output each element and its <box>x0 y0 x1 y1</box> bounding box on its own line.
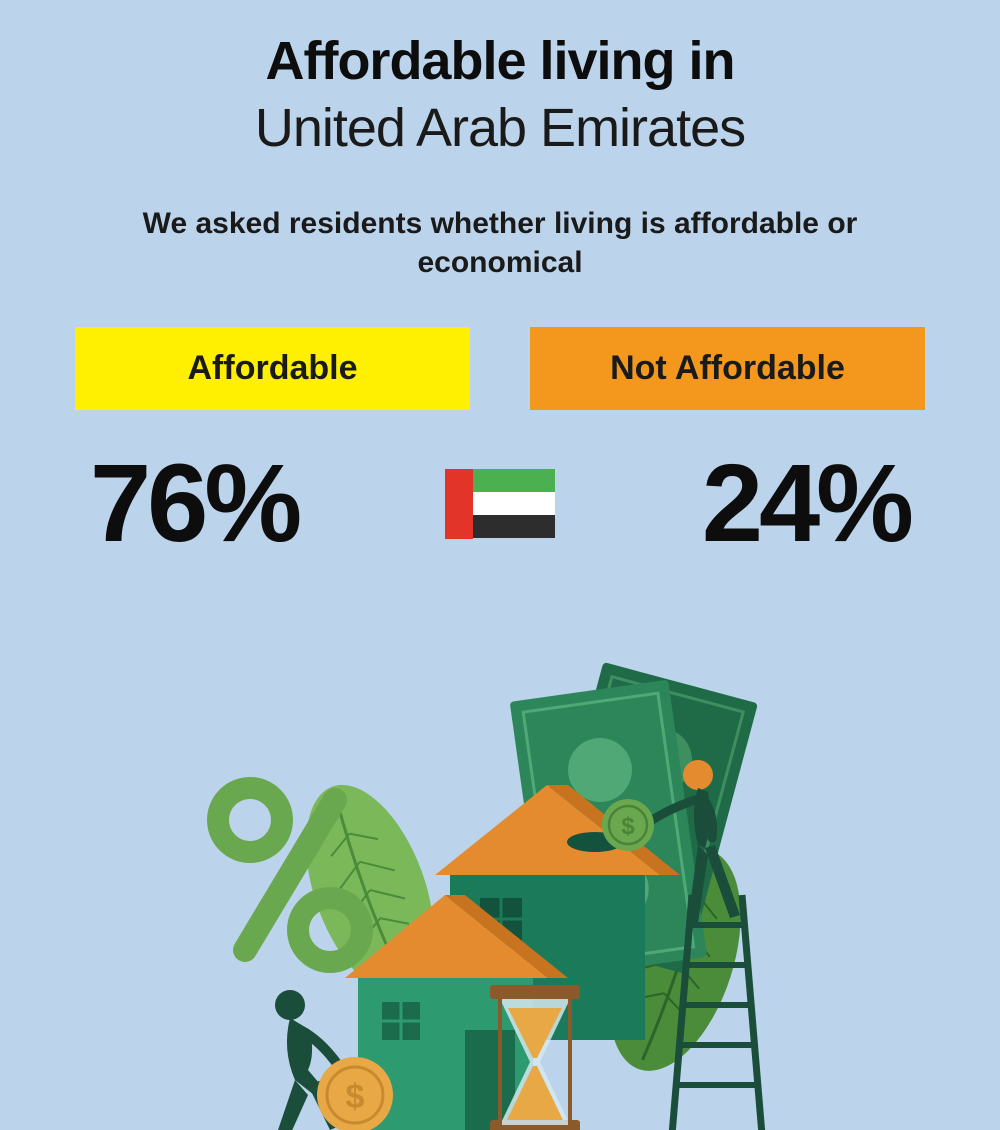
title-location: United Arab Emirates <box>60 97 940 159</box>
value-affordable: 76% <box>90 440 298 567</box>
label-not-affordable: Not Affordable <box>530 327 925 410</box>
label-affordable: Affordable <box>75 327 470 410</box>
uae-flag-icon <box>445 469 555 539</box>
coin-icon: $ <box>602 799 654 851</box>
svg-text:$: $ <box>346 1078 365 1116</box>
value-not-affordable: 24% <box>702 440 910 567</box>
title-bold: Affordable living in <box>60 30 940 92</box>
coin-icon: $ <box>317 1057 393 1130</box>
subtitle: We asked residents whether living is aff… <box>60 204 940 282</box>
svg-text:$: $ <box>621 813 635 840</box>
labels-row: Affordable Not Affordable <box>60 327 940 410</box>
housing-illustration: $ $ <box>150 630 850 1130</box>
values-row: 76% 24% <box>60 440 940 567</box>
